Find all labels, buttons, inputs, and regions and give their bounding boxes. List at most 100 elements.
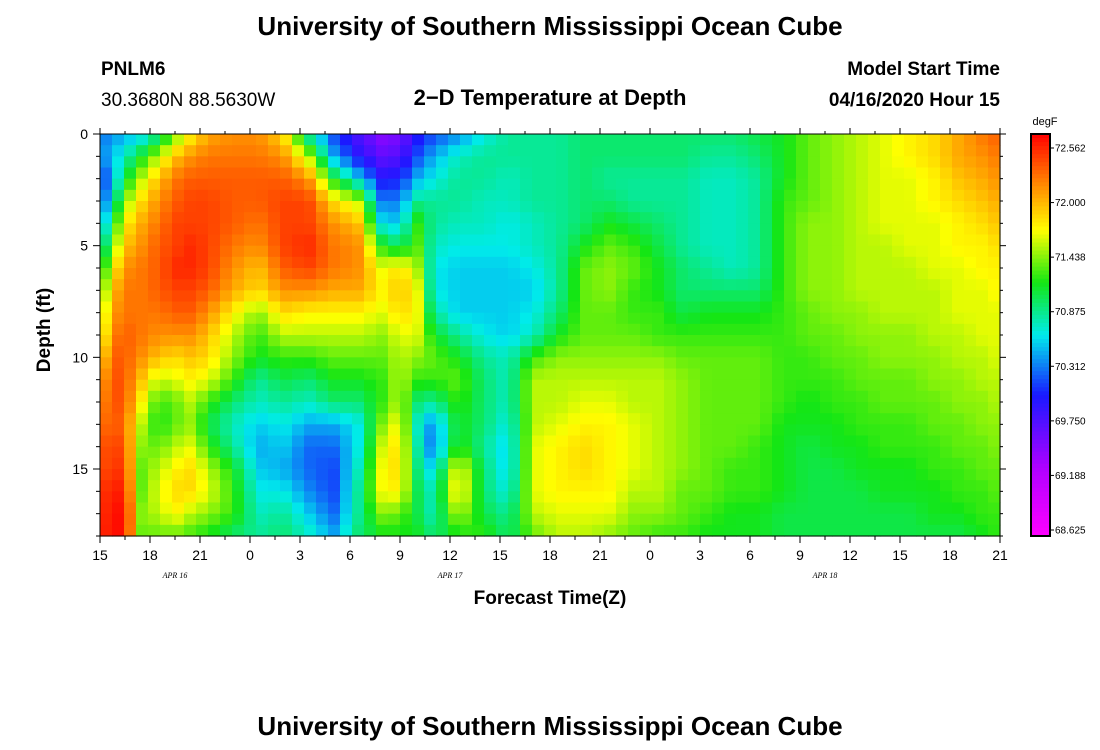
- heatmap-cell: [724, 301, 737, 314]
- heatmap-cell: [184, 279, 197, 291]
- heatmap-cell: [676, 290, 689, 303]
- heatmap-cell: [664, 457, 677, 470]
- heatmap-cell: [652, 323, 665, 336]
- heatmap-cell: [688, 402, 701, 414]
- heatmap-cell: [340, 379, 353, 392]
- heatmap-cell: [820, 268, 833, 280]
- heatmap-cell: [940, 212, 953, 224]
- heatmap-cell: [676, 312, 689, 325]
- heatmap-cell: [568, 480, 581, 492]
- heatmap-cell: [256, 178, 269, 191]
- heatmap-cell: [520, 223, 533, 236]
- heatmap-cell: [808, 178, 821, 191]
- colorbar-swatch: [1031, 266, 1050, 272]
- heatmap-cell: [916, 178, 929, 191]
- heatmap-cell: [100, 413, 113, 425]
- heatmap-cell: [268, 402, 281, 414]
- colorbar-swatch: [1031, 379, 1050, 384]
- heatmap-cell: [652, 212, 665, 224]
- heatmap-cell: [388, 323, 401, 336]
- heatmap-cell: [628, 234, 641, 247]
- heatmap-cell: [280, 212, 293, 224]
- heatmap-cell: [868, 413, 881, 425]
- heatmap-cell: [352, 301, 365, 314]
- heatmap-cell: [328, 223, 341, 236]
- heatmap-cell: [424, 402, 437, 414]
- heatmap-cell: [988, 335, 1001, 347]
- heatmap-cell: [832, 212, 845, 224]
- heatmap-cell: [280, 424, 293, 437]
- colorbar-swatch: [1031, 218, 1050, 224]
- heatmap-cell: [484, 446, 497, 459]
- heatmap-cell: [628, 513, 641, 526]
- heatmap-cell: [112, 268, 125, 280]
- heatmap-cell: [676, 189, 689, 202]
- heatmap-cell: [916, 357, 929, 370]
- heatmap-cell: [664, 145, 677, 157]
- heatmap-cell: [604, 134, 617, 146]
- heatmap-cell: [256, 223, 269, 236]
- heatmap-cell: [532, 323, 545, 336]
- heatmap-cell: [304, 424, 317, 437]
- heatmap-cell: [748, 234, 761, 247]
- heatmap-cell: [952, 156, 965, 169]
- heatmap-cell: [784, 134, 797, 146]
- heatmap-cell: [220, 279, 233, 291]
- heatmap-cell: [304, 189, 317, 202]
- heatmap-cell: [952, 134, 965, 146]
- heatmap-cell: [712, 368, 725, 381]
- heatmap-cell: [112, 189, 125, 202]
- heatmap-cell: [412, 279, 425, 291]
- heatmap-cell: [736, 245, 749, 258]
- heatmap-cell: [964, 234, 977, 247]
- heatmap-cell: [148, 368, 161, 381]
- heatmap-cell: [136, 424, 149, 437]
- heatmap-cell: [532, 268, 545, 280]
- heatmap-cell: [556, 301, 569, 314]
- heatmap-cell: [196, 301, 209, 314]
- heatmap-cell: [832, 435, 845, 448]
- heatmap-cell: [388, 457, 401, 470]
- heatmap-cell: [472, 189, 485, 202]
- heatmap-cell: [112, 413, 125, 425]
- heatmap-cell: [808, 357, 821, 370]
- heatmap-cell: [892, 134, 905, 146]
- heatmap-cell: [220, 435, 233, 448]
- heatmap-cell: [340, 201, 353, 213]
- heatmap-cell: [784, 178, 797, 191]
- heatmap-cell: [148, 279, 161, 291]
- heatmap-cell: [988, 134, 1001, 146]
- heatmap-cell: [508, 457, 521, 470]
- heatmap-cell: [484, 457, 497, 470]
- heatmap-cell: [904, 379, 917, 392]
- heatmap-cell: [388, 201, 401, 213]
- heatmap-cell: [976, 513, 989, 526]
- heatmap-cell: [532, 279, 545, 291]
- heatmap-cell: [856, 357, 869, 370]
- heatmap-cell: [868, 402, 881, 414]
- heatmap-cell: [688, 312, 701, 325]
- heatmap-cell: [952, 301, 965, 314]
- heatmap-cell: [760, 457, 773, 470]
- colorbar-swatch: [1031, 162, 1050, 167]
- heatmap-cell: [892, 290, 905, 303]
- heatmap-cell: [508, 502, 521, 515]
- heatmap-cell: [232, 245, 245, 258]
- heatmap-cell: [664, 268, 677, 280]
- heatmap-cell: [100, 357, 113, 370]
- heatmap-cell: [688, 256, 701, 269]
- heatmap-cell: [292, 178, 305, 191]
- heatmap-cell: [964, 357, 977, 370]
- heatmap-cell: [508, 245, 521, 258]
- heatmap-cell: [220, 134, 233, 146]
- heatmap-cell: [400, 502, 413, 515]
- heatmap-cell: [676, 402, 689, 414]
- heatmap-cell: [484, 424, 497, 437]
- heatmap-cell: [988, 245, 1001, 258]
- heatmap-cell: [412, 446, 425, 459]
- heatmap-cell: [124, 279, 137, 291]
- heatmap-cell: [652, 402, 665, 414]
- x-tick-label: 18: [142, 547, 158, 563]
- heatmap-cell: [460, 424, 473, 437]
- heatmap-cell: [268, 301, 281, 314]
